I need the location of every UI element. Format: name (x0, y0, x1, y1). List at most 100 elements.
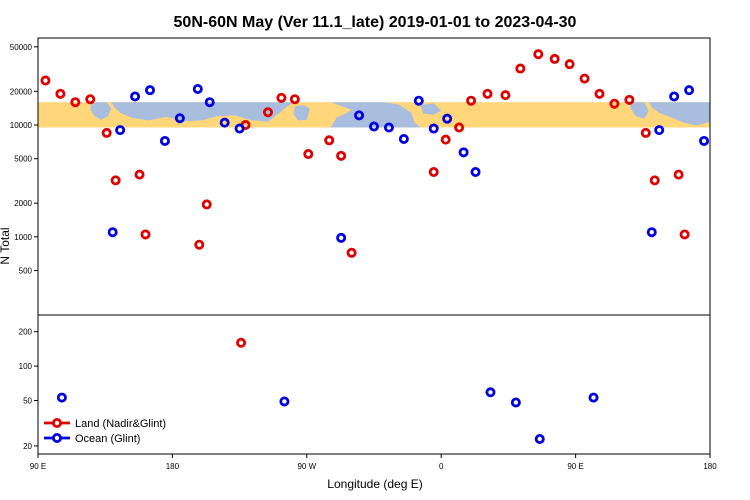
y-tick-label: 200 (19, 328, 33, 337)
map-ocean-region (90, 102, 112, 120)
upper-land-point (194, 239, 205, 250)
upper-ocean-point (442, 113, 453, 124)
upper-land-point (679, 229, 690, 240)
upper-ocean-point (398, 133, 409, 144)
upper-land-point (55, 88, 66, 99)
upper-ocean-point (130, 91, 141, 102)
x-tick-label: 180 (703, 462, 717, 471)
upper-land-point (276, 92, 287, 103)
upper-ocean-point (204, 97, 215, 108)
upper-ocean-point (219, 117, 230, 128)
chart-title: 50N-60N May (Ver 11.1_late) 2019-01-01 t… (174, 14, 577, 31)
map-ocean-region (420, 103, 442, 115)
upper-land-point (134, 169, 145, 180)
y-tick-label: 50 (23, 396, 32, 405)
x-axis-label: Longitude (deg E) (327, 477, 422, 491)
upper-ocean-point (159, 135, 170, 146)
upper-land-point (482, 88, 493, 99)
lower-ocean-point (56, 392, 67, 403)
upper-land-point (303, 149, 314, 160)
legend-ocean-marker (52, 432, 63, 443)
upper-ocean-point (174, 113, 185, 124)
upper-ocean-point (354, 110, 365, 121)
upper-land-point (289, 94, 300, 105)
upper-land-point (262, 107, 273, 118)
upper-land-point (428, 167, 439, 178)
lower-ocean-point (588, 392, 599, 403)
map-ocean-region (111, 102, 295, 122)
upper-ocean-point (107, 227, 118, 238)
upper-land-point (594, 88, 605, 99)
upper-land-point (440, 134, 451, 145)
upper-ocean-point (383, 122, 394, 133)
upper-ocean-point (646, 227, 657, 238)
lower-panel: 20 50 100 200 (19, 314, 711, 455)
map-ocean-region (293, 105, 310, 121)
upper-ocean-point (458, 147, 469, 158)
upper-land-point (140, 229, 151, 240)
y-tick-label: 20 (23, 442, 32, 451)
upper-ocean-point (234, 123, 245, 134)
upper-land-point (624, 94, 635, 105)
upper-land-point (324, 135, 335, 146)
upper-ocean-point (684, 85, 695, 96)
upper-y-axis: 500 1000 2000 5000 10000 20000 50000 (10, 43, 38, 276)
upper-land-point (640, 127, 651, 138)
upper-land-point (649, 175, 660, 186)
upper-land-point (673, 169, 684, 180)
upper-ocean-point (192, 83, 203, 94)
upper-land-point (101, 127, 112, 138)
y-tick-label: 5000 (14, 155, 32, 164)
legend-land-label: Land (Nadir&Glint) (75, 418, 166, 430)
upper-panel: 500 1000 2000 5000 10000 20000 50000 (10, 37, 711, 316)
lower-y-axis: 20 50 100 200 (19, 328, 38, 451)
y-tick-label: 50000 (10, 43, 33, 52)
upper-land-point (346, 247, 357, 258)
upper-ocean-point (470, 167, 481, 178)
upper-land-point (609, 98, 620, 109)
lower-ocean-point (279, 396, 290, 407)
upper-land-point (533, 49, 544, 60)
legend-ocean-label: Ocean (Glint) (75, 433, 140, 445)
upper-panel-frame (37, 37, 711, 316)
x-tick-label: 90 E (567, 462, 583, 471)
upper-ocean-point (428, 123, 439, 134)
upper-ocean-point (413, 95, 424, 106)
y-tick-label: 100 (19, 362, 33, 371)
y-tick-label: 10000 (10, 121, 33, 130)
upper-ocean-point (699, 135, 710, 146)
map-ocean-region (629, 102, 649, 119)
x-tick-label: 90 E (30, 462, 46, 471)
upper-points (40, 49, 710, 258)
upper-ocean-point (368, 121, 379, 132)
map-ocean-region (330, 102, 421, 128)
upper-land-point (466, 95, 477, 106)
legend: Land (Nadir&Glint) Ocean (Glint) (44, 417, 166, 445)
upper-land-point (454, 122, 465, 133)
upper-land-point (70, 97, 81, 108)
lower-panel-frame (37, 314, 711, 455)
lower-ocean-point (510, 397, 521, 408)
y-tick-label: 1000 (14, 233, 32, 242)
lower-points (56, 337, 599, 445)
upper-ocean-point (115, 125, 126, 136)
upper-land-point (500, 90, 511, 101)
upper-land-point (336, 150, 347, 161)
upper-ocean-point (336, 232, 347, 243)
y-tick-label: 20000 (10, 87, 33, 96)
upper-land-point (110, 175, 121, 186)
x-tick-label: 90 W (297, 462, 316, 471)
lower-ocean-point (534, 434, 545, 445)
y-tick-label: 500 (19, 267, 33, 276)
upper-land-point (564, 59, 575, 70)
x-tick-label: 180 (166, 462, 180, 471)
upper-land-point (40, 75, 51, 86)
map-band (38, 102, 710, 128)
x-tick-label: 0 (439, 462, 444, 471)
upper-land-point (515, 63, 526, 74)
lower-ocean-point (485, 387, 496, 398)
x-axis: 90 E 180 90 W 0 90 E 180 (30, 454, 717, 471)
upper-ocean-point (669, 91, 680, 102)
lower-land-point (236, 337, 247, 348)
